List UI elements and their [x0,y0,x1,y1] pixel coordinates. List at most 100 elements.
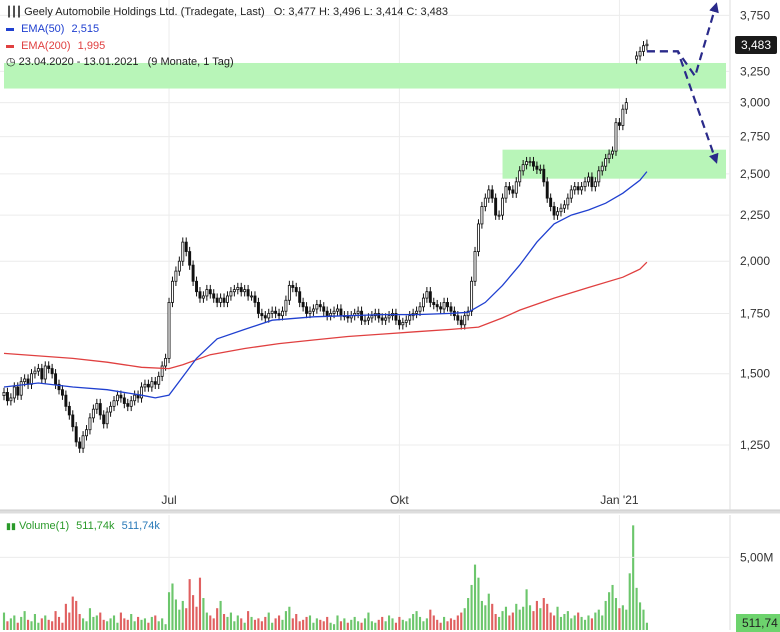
volume-bar [82,618,85,630]
candle-body [432,302,436,306]
candle-body [542,168,546,183]
candle-body [267,313,271,319]
volume-bar [535,600,538,630]
volume-bar [267,612,270,630]
y-tick-label: 3,750 [740,8,770,22]
candle-body [301,302,305,308]
volume-bar [2,612,6,630]
candle-body [604,158,608,167]
volume-bar [102,619,105,630]
volume-bar [618,608,621,630]
volume-bar [470,584,473,630]
volume-bar [147,622,150,630]
candle-body [219,297,223,303]
volume-bar [305,616,308,630]
volume-bar [277,615,281,630]
volume-bar [106,621,109,630]
volume-bar [178,609,181,630]
date-range-label: 23.04.2020 - 13.01.2021 [18,56,139,68]
volume-bar [20,616,23,630]
candle-body [525,161,529,166]
volume-bar [367,612,370,630]
candle-body [109,405,113,413]
candle-body [642,45,645,52]
volume-bar [587,615,590,630]
candle-body [421,297,425,308]
candle-body [43,365,47,380]
candle-body [480,206,484,225]
volume-bar [253,619,257,630]
ema200-legend[interactable]: EMA(200) 1,995 [6,40,105,52]
candle-body [511,189,515,194]
candle-body [198,291,202,299]
volume-bar [467,598,470,630]
volume-axis: 5,00M [0,550,773,564]
volume-bar [456,615,459,630]
volume-bar [154,615,157,630]
volume-bar [405,621,408,630]
volume-bar [161,618,164,630]
volume-bar [381,616,384,630]
candle-body [171,280,174,303]
volume-bar [322,621,325,630]
volume-bar [484,605,487,630]
volume-bar [473,564,477,630]
candle-body [212,293,216,299]
volume-bar [226,616,229,630]
candle-body [449,306,453,312]
ohlc-values: O: 3,477 H: 3,496 L: 3,414 C: 3,483 [273,6,448,18]
candle-body [164,357,168,367]
candle-body [617,122,621,126]
y-tick-label: 3,250 [740,64,770,78]
candle-body [30,373,33,385]
volume-bar [281,619,284,630]
volume-bar [339,621,342,630]
candle-body [115,394,119,402]
candle-body [263,315,267,319]
candle-body [556,211,559,216]
volume-bar [99,612,102,630]
volume-bar [332,624,336,630]
volume-label: Volume(1) [18,520,70,532]
volume-bar [463,608,466,630]
volume-bar [491,603,494,630]
ema50-legend[interactable]: EMA(50) 2,515 [6,23,99,35]
projection-arrows [646,2,719,164]
volume-bar [126,619,129,630]
candle-body [98,403,102,416]
volume-bar [525,589,528,630]
volume-bar [164,624,167,630]
volume-legend[interactable]: ▮▮ Volume(1) 511,74k 511,74k [6,520,160,532]
volume-bar [13,615,16,630]
candle-body [466,310,470,317]
candle-body [521,164,525,172]
volume-bar [92,616,95,630]
candle-body [583,181,587,188]
volume-bar [642,609,645,630]
volume-bar [487,593,490,630]
candle-body [184,241,188,252]
volume-bar [312,622,315,630]
volume-bar [240,618,243,630]
volume-bar [528,605,532,630]
volume-bar [408,618,411,630]
volume-bar [185,608,188,630]
ema50-value: 2,515 [71,23,100,35]
volume-bar [453,619,456,630]
candle-body [549,197,553,207]
candle-body [569,189,573,199]
candle-body [294,287,298,293]
projection-arrow [646,50,719,164]
ema50-line [3,171,648,399]
candle-body [483,197,487,207]
y-tick-label: 1,500 [740,367,770,381]
volume-bar [143,618,147,630]
volume-bar [477,577,480,630]
volume-bar [137,616,140,630]
candle-body [439,306,443,310]
candle-body [532,161,535,167]
candle-body [538,168,542,171]
volume-bar [429,609,432,630]
volume-bar [625,609,628,630]
